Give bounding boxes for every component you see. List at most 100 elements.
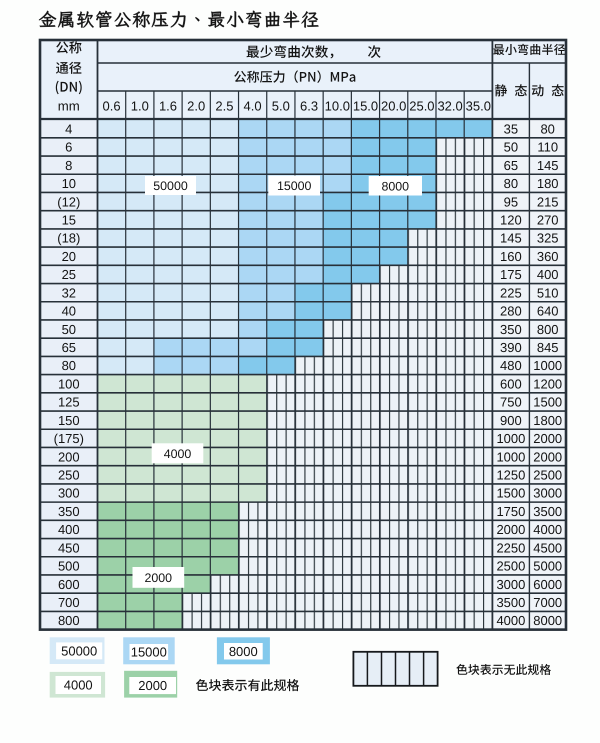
svg-text:1000: 1000 [496,449,525,464]
svg-text:25: 25 [62,267,76,282]
svg-text:5000: 5000 [533,559,562,574]
svg-text:32: 32 [62,285,76,300]
svg-text:1800: 1800 [533,413,562,428]
svg-text:4000: 4000 [164,447,192,461]
svg-text:200: 200 [58,449,80,464]
svg-text:1200: 1200 [533,376,562,391]
svg-text:270: 270 [537,213,559,228]
svg-text:3000: 3000 [496,577,525,592]
svg-text:(175): (175) [54,431,84,446]
svg-text:160: 160 [500,249,522,264]
svg-text:25.0: 25.0 [409,98,434,113]
svg-text:(12): (12) [57,194,80,209]
svg-text:6: 6 [65,140,72,155]
svg-text:20: 20 [62,249,76,264]
svg-text:100: 100 [58,376,80,391]
svg-text:15: 15 [62,213,76,228]
svg-text:8000: 8000 [382,179,410,193]
svg-text:120: 120 [500,213,522,228]
svg-text:145: 145 [537,158,559,173]
svg-text:4000: 4000 [64,678,93,693]
svg-text:35: 35 [504,121,518,136]
svg-text:6.3: 6.3 [300,98,318,113]
svg-text:215: 215 [537,194,559,209]
svg-text:80: 80 [540,121,554,136]
svg-text:700: 700 [58,595,80,610]
svg-text:8000: 8000 [229,644,258,659]
svg-text:2.0: 2.0 [187,98,205,113]
svg-text:mm: mm [58,99,80,114]
svg-text:2.5: 2.5 [215,98,233,113]
svg-text:4500: 4500 [533,540,562,555]
svg-text:175: 175 [500,267,522,282]
svg-text:800: 800 [537,322,559,337]
svg-text:4.0: 4.0 [244,98,262,113]
svg-text:32.0: 32.0 [437,98,462,113]
svg-text:2000: 2000 [533,431,562,446]
svg-text:350: 350 [500,322,522,337]
svg-text:500: 500 [58,559,80,574]
svg-text:125: 125 [58,395,80,410]
svg-text:2500: 2500 [496,559,525,574]
svg-text:80: 80 [62,358,76,373]
svg-text:15000: 15000 [131,645,167,660]
svg-text:845: 845 [537,340,559,355]
svg-text:95: 95 [504,194,518,209]
svg-text:35.0: 35.0 [466,98,491,113]
svg-text:1500: 1500 [496,486,525,501]
svg-text:65: 65 [62,340,76,355]
svg-text:180: 180 [537,176,559,191]
svg-text:450: 450 [58,540,80,555]
svg-text:640: 640 [537,304,559,319]
svg-text:600: 600 [500,376,522,391]
svg-text:3500: 3500 [533,504,562,519]
svg-text:50: 50 [62,322,76,337]
svg-text:280: 280 [500,304,522,319]
svg-text:145: 145 [500,231,522,246]
svg-text:2000: 2000 [138,678,167,693]
svg-text:2250: 2250 [496,540,525,555]
svg-text:7000: 7000 [533,595,562,610]
svg-text:1.0: 1.0 [131,98,149,113]
svg-text:510: 510 [537,285,559,300]
svg-text:1250: 1250 [496,468,525,483]
svg-text:400: 400 [537,267,559,282]
svg-text:80: 80 [504,176,518,191]
svg-text:65: 65 [504,158,518,173]
svg-text:50000: 50000 [153,179,188,193]
svg-text:350: 350 [58,504,80,519]
svg-text:480: 480 [500,358,522,373]
svg-text:225: 225 [500,285,522,300]
svg-text:110: 110 [537,140,558,155]
svg-text:1750: 1750 [496,504,525,519]
svg-text:1000: 1000 [496,431,525,446]
svg-text:3500: 3500 [496,595,525,610]
svg-text:800: 800 [58,613,80,628]
svg-text:390: 390 [500,340,522,355]
svg-text:250: 250 [58,468,80,483]
svg-text:0.6: 0.6 [103,98,121,113]
svg-text:10: 10 [62,176,76,191]
svg-text:8000: 8000 [533,613,562,628]
svg-text:4: 4 [65,121,72,136]
svg-text:325: 325 [537,231,559,246]
svg-text:20.0: 20.0 [381,98,406,113]
svg-text:10.0: 10.0 [325,98,350,113]
svg-text:3000: 3000 [533,486,562,501]
svg-text:150: 150 [58,413,80,428]
svg-text:2000: 2000 [533,449,562,464]
svg-text:4000: 4000 [533,522,562,537]
svg-text:600: 600 [58,577,80,592]
svg-text:40: 40 [62,304,76,319]
svg-text:900: 900 [500,413,522,428]
svg-text:2500: 2500 [533,468,562,483]
svg-text:4000: 4000 [496,613,525,628]
svg-text:15000: 15000 [277,179,312,193]
svg-text:2000: 2000 [145,571,173,585]
svg-text:(18): (18) [57,231,80,246]
svg-text:6000: 6000 [533,577,562,592]
svg-text:5.0: 5.0 [272,98,290,113]
svg-text:50: 50 [504,140,518,155]
svg-text:2000: 2000 [496,522,525,537]
svg-text:300: 300 [58,486,80,501]
